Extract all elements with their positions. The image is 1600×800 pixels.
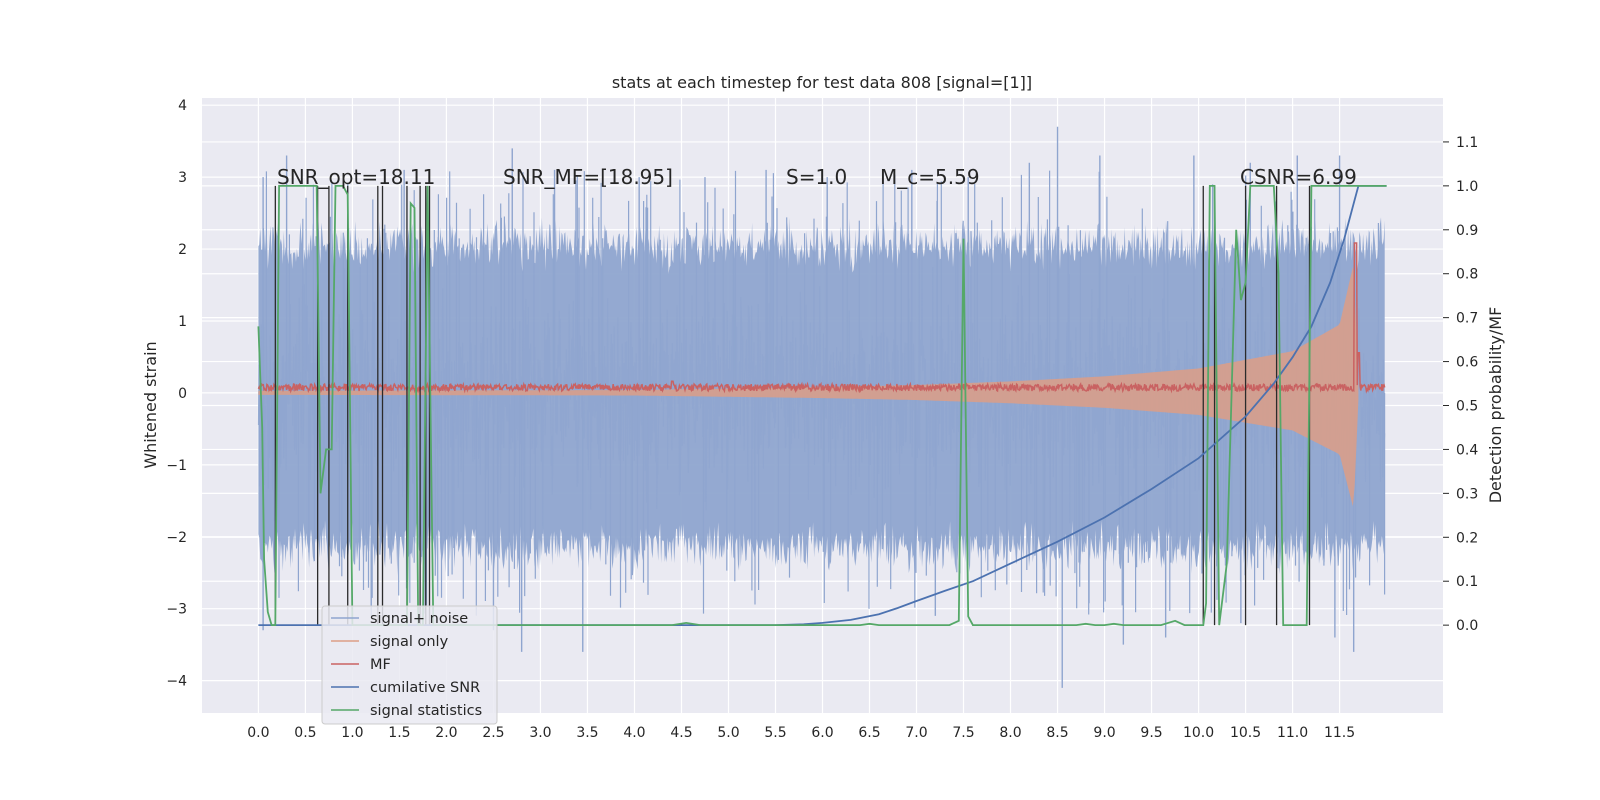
- y2-tick-label: 0.5: [1456, 399, 1478, 415]
- y-tick-label: −1: [166, 458, 187, 474]
- legend-item-cumilative-snr: cumilative SNR: [331, 680, 480, 696]
- mf-line: [257, 242, 1386, 394]
- x-tick-label: 7.5: [952, 725, 974, 741]
- legend: signal+ noise signal only MF cumilative …: [321, 605, 498, 725]
- y-tick-label: −4: [166, 674, 187, 690]
- legend-box: [321, 605, 498, 725]
- x-axis: 0.0 0.5 1.0 1.5 2.0 2.5 3.0 3.5 4.0 4.5 5.0 5.5 6.0 6…: [247, 725, 1355, 741]
- legend-label: signal statistics: [370, 703, 482, 719]
- chart-title: stats at each timestep for test data 808…: [612, 73, 1032, 92]
- legend-label: signal+ noise: [370, 611, 468, 627]
- y2-tick-label: 0.0: [1456, 618, 1478, 634]
- x-tick-label: 7.0: [905, 725, 927, 741]
- plot-area: [257, 126, 1387, 688]
- x-tick-label: 8.0: [999, 725, 1021, 741]
- y2-axis-label: Detection probability/MF: [1486, 307, 1505, 504]
- x-tick-label: 5.0: [717, 725, 739, 741]
- x-tick-label: 2.5: [482, 725, 504, 741]
- x-tick-label: 10.5: [1230, 725, 1261, 741]
- x-tick-label: 3.5: [576, 725, 598, 741]
- y-tick-label: 4: [178, 98, 187, 114]
- y2-tick-label: 1.1: [1456, 135, 1478, 151]
- x-tick-label: 6.0: [811, 725, 833, 741]
- x-tick-label: 0.5: [294, 725, 316, 741]
- legend-label: MF: [370, 657, 391, 673]
- x-tick-label: 3.0: [529, 725, 551, 741]
- y-tick-label: −3: [166, 602, 187, 618]
- annotation-snr-opt: SNR_opt=18.11: [277, 165, 435, 189]
- x-tick-label: 6.5: [858, 725, 880, 741]
- x-tick-label: 11.5: [1324, 725, 1355, 741]
- signal-statistics-line: [257, 184, 1387, 626]
- y-tick-label: 2: [178, 242, 187, 258]
- y2-tick-label: 0.1: [1456, 574, 1478, 590]
- legend-item-signal-noise: signal+ noise: [331, 611, 468, 627]
- x-tick-label: 4.5: [670, 725, 692, 741]
- x-tick-label: 0.0: [247, 725, 269, 741]
- annotation-csnr: CSNR=6.99: [1240, 165, 1357, 189]
- annotation-s: S=1.0: [786, 165, 847, 189]
- y-tick-label: −2: [166, 530, 187, 546]
- legend-item-signal-statistics: signal statistics: [331, 703, 482, 719]
- y2-tick-label: 0.7: [1456, 311, 1478, 327]
- y-tick-label: 0: [178, 386, 187, 402]
- x-tick-label: 11.0: [1277, 725, 1308, 741]
- y-axis-label: Whitened strain: [141, 341, 160, 468]
- x-tick-label: 2.0: [435, 725, 457, 741]
- y2-tick-label: 1.0: [1456, 179, 1478, 195]
- y2-tick-label: 0.2: [1456, 530, 1478, 546]
- y2-tick-label: 0.4: [1456, 442, 1478, 458]
- x-tick-label: 5.5: [764, 725, 786, 741]
- x-tick-label: 1.5: [388, 725, 410, 741]
- legend-label: cumilative SNR: [370, 680, 480, 696]
- y-axis-left: −4 −3 −2 −1 0 1 2 3 4: [166, 98, 187, 689]
- legend-label: signal only: [370, 634, 449, 650]
- annotations: SNR_opt=18.11 SNR_MF=[18.95] S=1.0 M_c=5…: [277, 165, 1357, 189]
- legend-item-mf: MF: [331, 657, 391, 673]
- x-tick-label: 1.0: [341, 725, 363, 741]
- x-tick-label: 9.5: [1140, 725, 1162, 741]
- y2-tick-label: 0.9: [1456, 223, 1478, 239]
- annotation-mc: M_c=5.59: [880, 165, 980, 189]
- x-tick-label: 8.5: [1046, 725, 1068, 741]
- y2-tick-label: 0.8: [1456, 267, 1478, 283]
- x-tick-label: 4.0: [623, 725, 645, 741]
- y-tick-label: 3: [178, 170, 187, 186]
- y2-tick-label: 0.6: [1456, 355, 1478, 371]
- y-axis-right: 0.0 0.1 0.2 0.3 0.4 0.5 0.6 0.7 0.8 0.9 1.0 1.1: [1443, 135, 1478, 634]
- y2-tick-label: 0.3: [1456, 486, 1478, 502]
- y-tick-label: 1: [178, 314, 187, 330]
- x-tick-label: 10.0: [1183, 725, 1214, 741]
- annotation-snr-mf: SNR_MF=[18.95]: [503, 165, 673, 189]
- legend-item-signal-only: signal only: [331, 634, 449, 650]
- x-tick-label: 9.0: [1093, 725, 1115, 741]
